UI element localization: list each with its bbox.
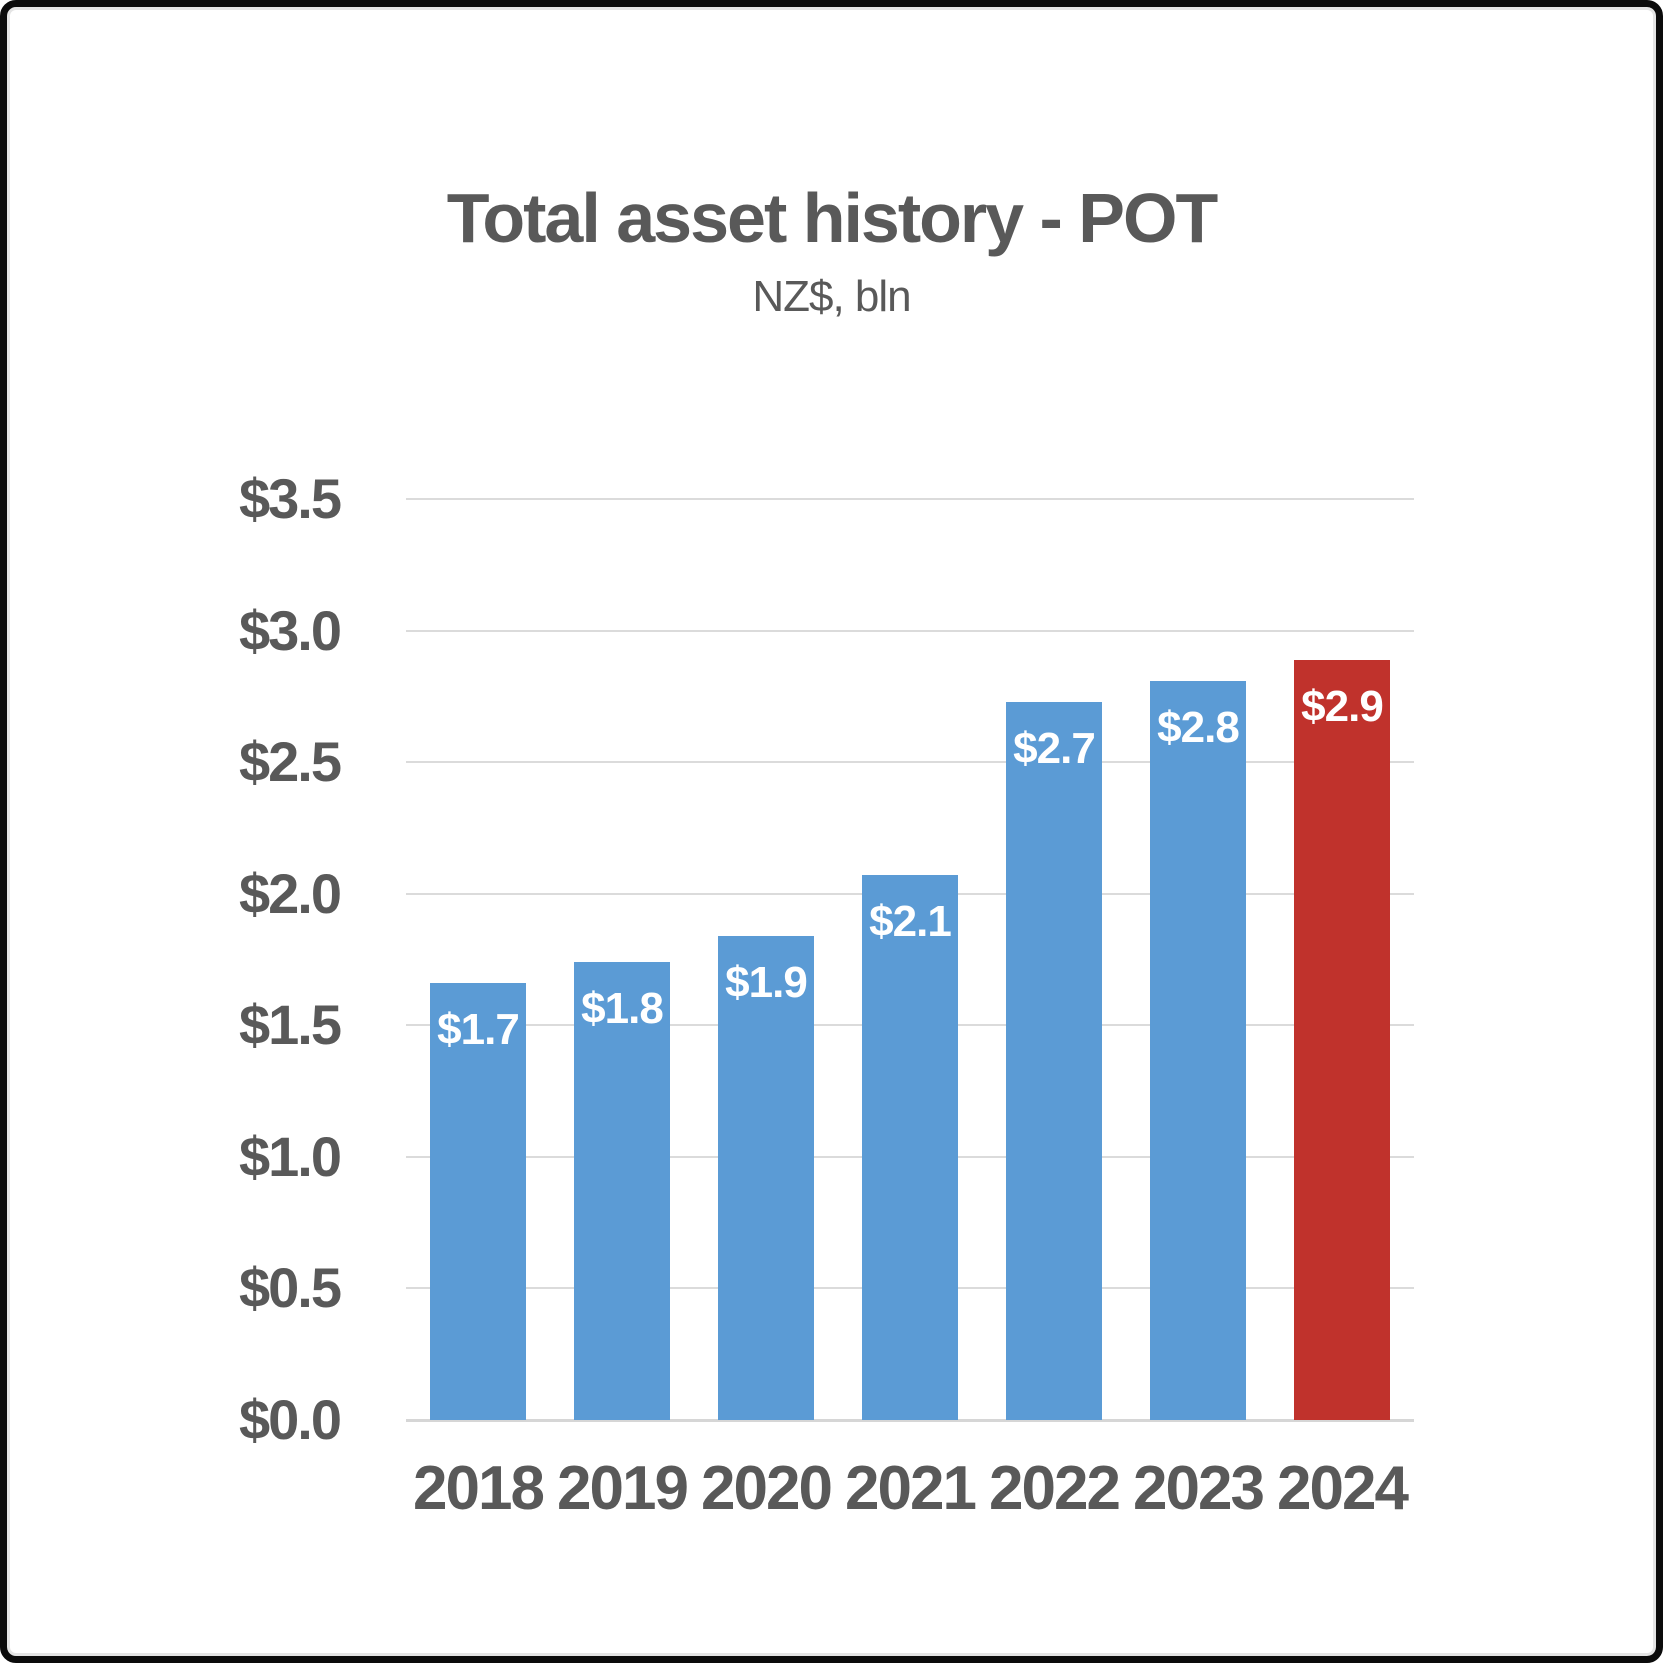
y-axis-tick-label: $3.5 <box>239 467 342 530</box>
x-axis-category-label: 2018 <box>413 1454 545 1523</box>
bar-value-label: $2.1 <box>869 897 952 947</box>
bar-value-label: $1.9 <box>725 957 808 1007</box>
y-axis-tick-label: $2.5 <box>239 730 342 794</box>
bar-2019: $1.8 <box>574 962 670 1420</box>
bar-value-label: $1.7 <box>437 1005 520 1055</box>
x-axis-line <box>406 1419 1414 1422</box>
bar-value-label: $2.7 <box>1013 723 1096 773</box>
bar-2020: $1.9 <box>718 935 814 1420</box>
bar-2018: $1.7 <box>430 983 526 1420</box>
y-axis-tick-label: $1.5 <box>239 993 342 1057</box>
chart-subtitle: NZ$, bln <box>752 272 911 321</box>
y-axis-tick-label: $1.0 <box>239 1124 342 1188</box>
x-axis-category-label: 2020 <box>701 1454 833 1523</box>
gridline <box>406 629 1414 632</box>
x-axis-category-label: 2022 <box>989 1454 1121 1523</box>
x-axis-category-label: 2021 <box>845 1454 977 1523</box>
x-axis-category-label: 2023 <box>1133 1454 1265 1523</box>
bar-2022: $2.7 <box>1006 701 1102 1420</box>
bar-value-label: $2.9 <box>1301 681 1384 731</box>
gridline <box>406 761 1414 764</box>
bar-2021: $2.1 <box>862 875 958 1420</box>
bar-value-label: $2.8 <box>1157 702 1240 752</box>
y-axis-tick-label: $0.0 <box>239 1388 342 1451</box>
bar-2024: $2.9 <box>1294 659 1390 1420</box>
bar-value-label: $1.8 <box>581 984 664 1034</box>
gridline <box>406 498 1414 500</box>
chart-title: Total asset history - POT <box>446 179 1218 257</box>
x-axis-category-label: 2019 <box>557 1454 689 1523</box>
x-axis-category-label: 2024 <box>1277 1454 1409 1523</box>
bar-2023: $2.8 <box>1150 680 1246 1420</box>
y-axis-tick-label: $2.0 <box>239 861 342 925</box>
y-axis-tick-label: $3.0 <box>239 598 342 662</box>
y-axis-tick-label: $0.5 <box>239 1256 342 1320</box>
